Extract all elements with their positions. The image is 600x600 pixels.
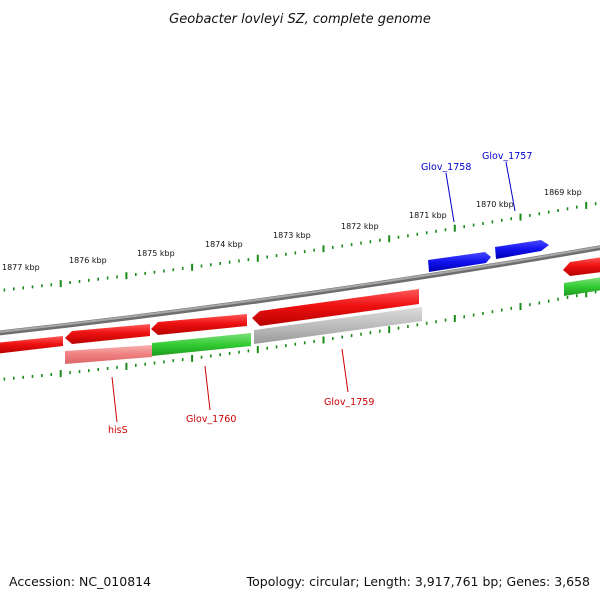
label-hisS: hisS (108, 425, 128, 436)
scale-labels: 1877 kbp 1876 kbp 1875 kbp 1874 kbp 1873… (2, 188, 582, 272)
scale-label-1876: 1876 kbp (69, 256, 107, 265)
inner-tick-track (3, 290, 597, 381)
gene-red-arrow-4[interactable] (252, 289, 419, 326)
gene-forward-red-edge[interactable] (563, 257, 600, 276)
cds-hisS[interactable] (65, 345, 152, 364)
cds-bars (65, 277, 600, 364)
topology-text: Topology: circular; Length: 3,917,761 bp… (246, 574, 590, 589)
scale-label-1874: 1874 kbp (205, 240, 243, 249)
label-leaders (111, 161, 516, 423)
scale-label-1870: 1870 kbp (476, 200, 514, 209)
gene-glov-1757[interactable] (495, 240, 549, 259)
label-glov-1757: Glov_1757 (482, 151, 532, 162)
cds-green-edge[interactable] (564, 277, 600, 296)
cds-glov-1759[interactable] (254, 307, 422, 344)
gene-red-arrow-1[interactable] (0, 336, 63, 354)
cds-glov-1760[interactable] (152, 333, 251, 356)
scale-label-1873: 1873 kbp (273, 231, 311, 240)
label-glov-1760: Glov_1760 (186, 414, 236, 425)
gene-labels: Glov_1758 Glov_1757 hisS Glov_1760 Glov_… (108, 151, 532, 436)
scale-label-1872: 1872 kbp (341, 222, 379, 231)
label-glov-1758: Glov_1758 (421, 162, 471, 173)
gene-glov-1758[interactable] (428, 252, 491, 272)
scale-label-1877: 1877 kbp (2, 263, 40, 272)
accession-text: Accession: NC_010814 (9, 574, 151, 589)
forward-strand-genes (428, 240, 600, 276)
map-title: Geobacter lovleyi SZ, complete genome (169, 12, 431, 27)
genome-backbone (0, 245, 600, 336)
reverse-strand-genes (0, 289, 419, 354)
scale-label-1869: 1869 kbp (544, 188, 582, 197)
scale-label-1875: 1875 kbp (137, 249, 175, 258)
gene-red-arrow-2[interactable] (65, 324, 150, 344)
gene-red-arrow-3[interactable] (151, 314, 247, 335)
outer-tick-track (3, 201, 597, 292)
label-glov-1759: Glov_1759 (324, 397, 374, 408)
scale-label-1871: 1871 kbp (409, 211, 447, 220)
